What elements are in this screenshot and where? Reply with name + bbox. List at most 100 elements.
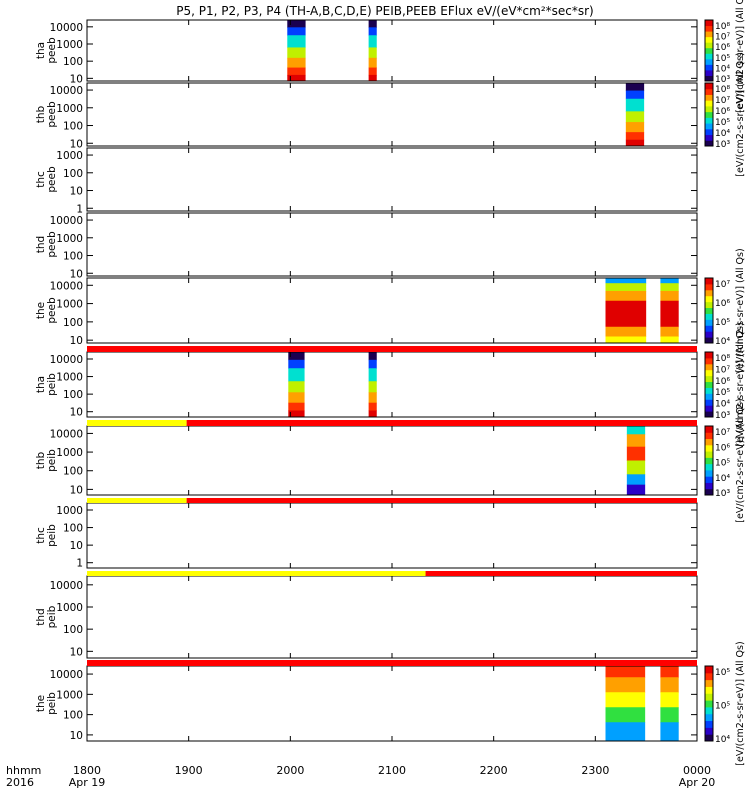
y-tick-label: 100 bbox=[63, 121, 83, 133]
y-tick-label: 10 bbox=[70, 268, 83, 280]
y-tick-label: 10 bbox=[70, 646, 83, 658]
y-axis-label: peeb bbox=[46, 101, 58, 128]
heat-cell bbox=[625, 98, 645, 112]
panel-frame bbox=[86, 575, 698, 659]
heat-cell bbox=[625, 139, 645, 147]
panel-frame bbox=[86, 502, 698, 569]
y-axis-label: peeb bbox=[46, 297, 58, 324]
heat-cell bbox=[368, 392, 377, 404]
heat-cell bbox=[368, 20, 377, 28]
y-tick-label: 100 bbox=[63, 466, 83, 478]
data-block-tha-peib-0 bbox=[288, 352, 305, 418]
y-tick-label: 10 bbox=[70, 484, 83, 496]
panel-frame bbox=[86, 82, 698, 147]
colorbar-tick-label: 10⁸ bbox=[715, 22, 730, 32]
heat-cell bbox=[368, 402, 377, 411]
heat-cell bbox=[660, 707, 679, 723]
colorbar-cell bbox=[705, 105, 713, 113]
heat-cell bbox=[368, 352, 377, 361]
y-tick-label: 100 bbox=[63, 56, 83, 68]
colorbar-unit-label: [eV/(cm2-s-sr-eV)] (All Qs) bbox=[735, 52, 746, 176]
colorbar-frame bbox=[704, 19, 714, 82]
x-units-label: hhmm bbox=[6, 764, 41, 777]
colorbar-tick-label: 10³ bbox=[715, 489, 730, 499]
heat-cell bbox=[368, 57, 377, 69]
colorbar-cell bbox=[705, 123, 713, 130]
y-tick-label: 1000 bbox=[56, 233, 83, 245]
colorbar-cell bbox=[705, 31, 713, 38]
y-tick-label: 10000 bbox=[50, 428, 83, 440]
colorbar-cell bbox=[705, 666, 713, 674]
colorbar-cell bbox=[705, 734, 713, 742]
colorbar-frame bbox=[704, 425, 714, 496]
heat-cell bbox=[625, 111, 645, 123]
colorbar-tick-label: 10⁵ bbox=[715, 388, 730, 398]
y-axis-label: thb bbox=[35, 105, 47, 123]
heat-cell bbox=[605, 278, 647, 284]
colorbar-cell bbox=[705, 47, 713, 54]
y-tick-label: 1000 bbox=[56, 299, 83, 311]
colorbar-cell bbox=[705, 140, 713, 147]
y-tick-label: 100 bbox=[63, 317, 83, 329]
colorbar-tick-label: 10⁵ bbox=[715, 118, 730, 128]
heat-cell bbox=[287, 67, 306, 76]
heat-cell bbox=[287, 47, 306, 59]
panel-frame bbox=[86, 425, 698, 496]
quality-bar-segment bbox=[186, 420, 697, 426]
x-tick-label: 2100 bbox=[378, 764, 406, 777]
heat-cell bbox=[288, 352, 305, 361]
heat-cell bbox=[660, 283, 679, 292]
y-tick-label: 10000 bbox=[50, 580, 83, 592]
colorbar-cell bbox=[705, 451, 713, 458]
y-tick-label: 10000 bbox=[50, 669, 83, 681]
y-tick-label: 1 bbox=[76, 203, 83, 215]
y-axis-label: peeb bbox=[46, 166, 58, 193]
colorbar-unit-label: [eV/(cm2-s-sr-eV)] (All Qs) bbox=[735, 398, 746, 522]
colorbar-cell bbox=[705, 727, 713, 735]
colorbar-tick-label: 10⁶ bbox=[715, 443, 730, 453]
colorbar-cell bbox=[705, 295, 713, 303]
panel-the-peib: 10000 1000 100 10 the peib 10⁵ 10⁵ 10⁴ [eV/(cm2-s… bbox=[35, 641, 746, 765]
heat-cell bbox=[605, 291, 647, 302]
heat-cell bbox=[368, 381, 377, 393]
colorbar-tick-label: 10⁷ bbox=[715, 365, 730, 375]
panel-the-peeb: 10000 1000 100 10 the peeb 10⁷ 10⁶ 10⁵ 10⁴ [eV/(cm… bbox=[35, 248, 746, 372]
y-axis-label: the bbox=[35, 695, 47, 712]
y-tick-label: 1000 bbox=[56, 372, 83, 384]
heat-cell bbox=[288, 368, 305, 382]
heat-cell bbox=[625, 122, 645, 133]
panel-frame bbox=[86, 19, 698, 82]
y-axis-label: thd bbox=[35, 236, 47, 253]
colorbar-cell bbox=[705, 488, 713, 496]
colorbar-tick-label: 10⁷ bbox=[715, 33, 730, 43]
colorbar-tick-label: 10⁵ bbox=[715, 702, 730, 712]
data-block-the-peib-1 bbox=[660, 666, 679, 742]
colorbar-cell bbox=[705, 432, 713, 440]
colorbar-cell bbox=[705, 25, 713, 32]
heat-cell bbox=[368, 47, 377, 59]
heat-cell bbox=[605, 722, 646, 742]
y-tick-label: 10 bbox=[70, 138, 83, 150]
colorbar-unit-label: [eV/(cm2-s-sr-eV)] (All Qs) bbox=[735, 322, 746, 446]
colorbar-tick-label: 10⁸ bbox=[715, 85, 730, 95]
colorbar-cell bbox=[705, 352, 713, 359]
x-date-label: Apr 20 bbox=[679, 776, 716, 789]
colorbar-cell bbox=[705, 387, 713, 394]
colorbar-cell bbox=[705, 375, 713, 383]
heat-cell bbox=[288, 359, 305, 369]
chart-title: P5, P1, P2, P3, P4 (TH-A,B,C,D,E) PEIB,P… bbox=[176, 4, 593, 18]
colorbar-tick-label: 10⁶ bbox=[715, 43, 730, 53]
colorbar-cell bbox=[705, 20, 713, 27]
y-tick-label: 10 bbox=[70, 540, 83, 552]
colorbar-unit-label: [eV/(cm2-s-sr-eV)] (All Qs) bbox=[735, 0, 746, 113]
data-block-tha-peeb-1 bbox=[368, 20, 377, 82]
heat-cell bbox=[660, 300, 679, 328]
y-axis-label: tha bbox=[35, 376, 47, 393]
colorbar-cell bbox=[705, 42, 713, 49]
colorbar-cell bbox=[705, 313, 713, 320]
heat-cell bbox=[605, 692, 646, 708]
heat-cell bbox=[660, 666, 679, 678]
colorbar-cell bbox=[705, 301, 713, 309]
colorbar-cell bbox=[705, 720, 713, 728]
